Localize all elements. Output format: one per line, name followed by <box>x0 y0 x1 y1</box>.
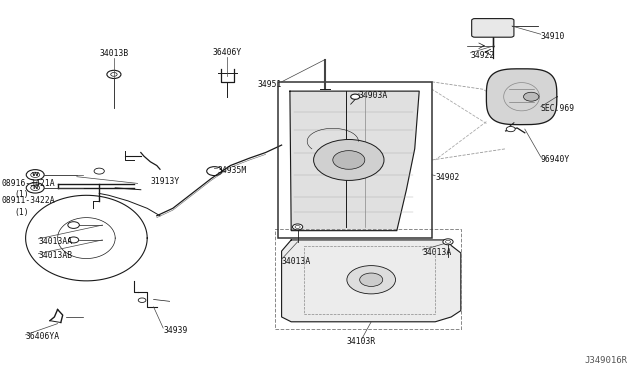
Text: 34013B: 34013B <box>99 49 129 58</box>
Circle shape <box>333 151 365 169</box>
Text: (1): (1) <box>14 190 29 199</box>
Text: 34935M: 34935M <box>218 166 247 175</box>
Circle shape <box>314 140 384 180</box>
Text: 08916-3421A: 08916-3421A <box>1 179 55 188</box>
Circle shape <box>26 183 44 193</box>
Circle shape <box>138 298 146 302</box>
Circle shape <box>207 167 222 176</box>
Text: (1): (1) <box>14 208 29 217</box>
Text: 34013AA: 34013AA <box>38 237 72 246</box>
Text: 34922: 34922 <box>470 51 495 60</box>
Circle shape <box>26 170 44 180</box>
Bar <box>275 229 461 329</box>
Text: 36406YA: 36406YA <box>26 333 60 341</box>
Text: 34939: 34939 <box>163 326 188 335</box>
Text: 34013A: 34013A <box>422 248 452 257</box>
Text: 34013AB: 34013AB <box>38 251 72 260</box>
Circle shape <box>107 70 121 78</box>
Text: 08911-3422A: 08911-3422A <box>1 196 55 205</box>
Circle shape <box>292 224 303 230</box>
Circle shape <box>443 239 453 245</box>
Text: 34910: 34910 <box>541 32 565 41</box>
Text: J349016R: J349016R <box>584 356 627 365</box>
Circle shape <box>506 126 515 132</box>
Polygon shape <box>486 69 557 125</box>
Circle shape <box>347 266 396 294</box>
Polygon shape <box>282 240 461 322</box>
Circle shape <box>360 273 383 286</box>
Text: 34903A: 34903A <box>358 92 388 100</box>
Text: 34902: 34902 <box>435 173 460 182</box>
Circle shape <box>94 168 104 174</box>
Text: W: W <box>32 172 38 177</box>
Circle shape <box>524 92 539 101</box>
Text: 31913Y: 31913Y <box>150 177 180 186</box>
FancyBboxPatch shape <box>472 19 514 37</box>
Text: 96940Y: 96940Y <box>541 155 570 164</box>
Circle shape <box>351 94 360 99</box>
Text: 34013A: 34013A <box>282 257 311 266</box>
Text: 36406Y: 36406Y <box>212 48 242 57</box>
Text: SEC.969: SEC.969 <box>541 105 575 113</box>
Text: 34103R: 34103R <box>347 337 376 346</box>
Circle shape <box>68 222 79 228</box>
Bar <box>278 82 432 238</box>
Circle shape <box>68 237 79 243</box>
Text: N: N <box>33 185 38 190</box>
Polygon shape <box>290 91 419 231</box>
Text: 34951: 34951 <box>257 80 282 89</box>
